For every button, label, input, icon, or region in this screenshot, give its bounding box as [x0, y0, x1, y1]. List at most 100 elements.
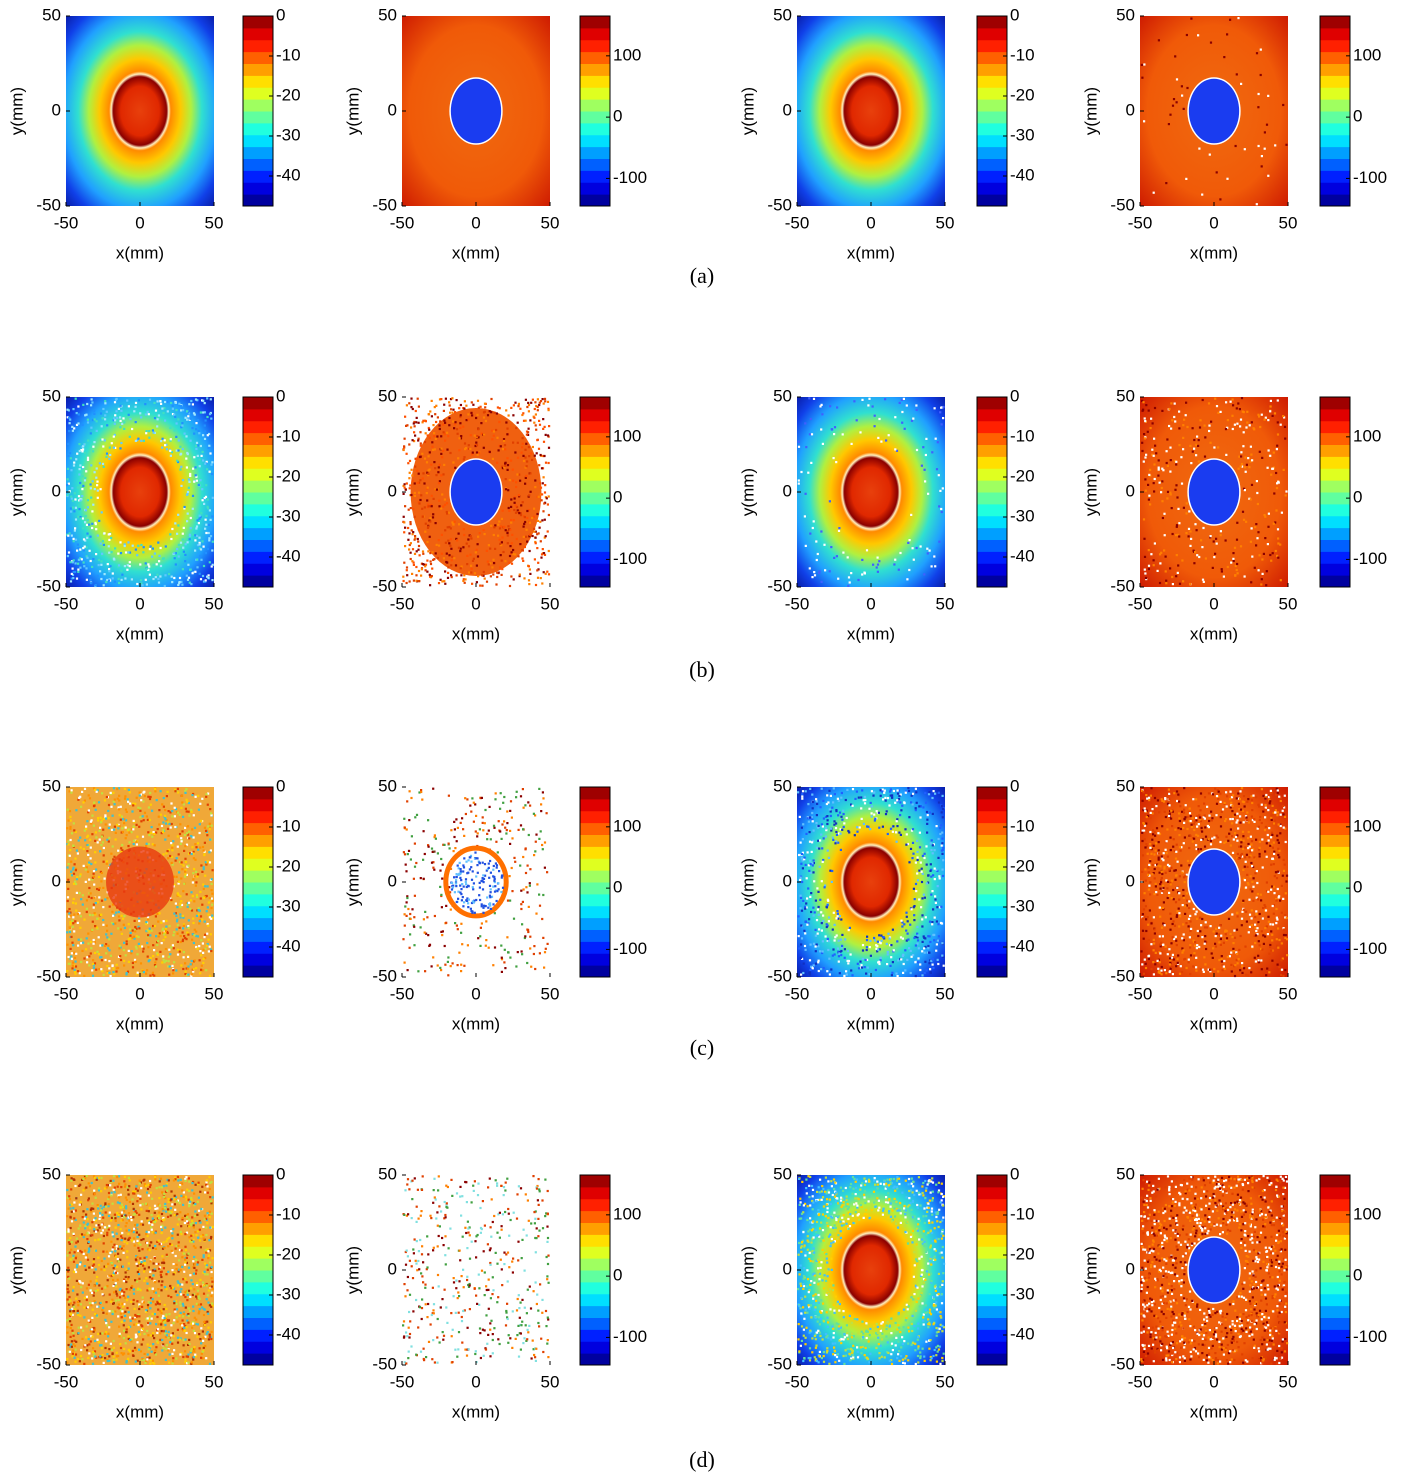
colorbar-segment	[977, 444, 1007, 457]
heatmap-pixel	[510, 498, 513, 501]
heatmap-pixel	[429, 584, 432, 587]
heatmap-pixel	[84, 521, 87, 524]
heatmap-pixel	[414, 465, 417, 468]
heatmap-pixel	[802, 971, 805, 975]
heatmap-pixel	[191, 507, 194, 510]
heatmap-pixel	[833, 426, 837, 429]
heatmap-pixel	[106, 897, 109, 900]
heatmap-pixel	[176, 940, 179, 943]
heatmap-pixel	[526, 516, 529, 520]
heatmap-pixel	[534, 814, 537, 817]
heatmap-pixel	[531, 458, 534, 461]
heatmap-pixel	[462, 828, 465, 831]
heatmap-pixel	[915, 404, 918, 407]
heatmap-pixel	[492, 434, 495, 437]
heatmap-pixel	[527, 410, 530, 413]
heatmap-pixel	[910, 794, 913, 797]
heatmap-pixel	[199, 972, 202, 975]
heatmap-pixel	[1247, 821, 1250, 824]
heatmap-pixel	[815, 798, 818, 801]
heatmap-pixel	[940, 811, 943, 814]
heatmap-pixel	[521, 413, 524, 417]
heatmap-pixel	[199, 411, 202, 414]
heatmap-pixel	[180, 452, 183, 455]
heatmap-pixel	[91, 522, 94, 525]
heatmap-pixel	[940, 849, 943, 852]
heatmap-pixel	[154, 787, 157, 791]
heatmap-pixel	[538, 419, 541, 422]
heatmap-pixel	[97, 819, 100, 822]
heatmap-pixel	[489, 904, 492, 907]
heatmap-pixel	[812, 906, 815, 909]
heatmap-pixel	[833, 923, 836, 926]
heatmap-pixel	[190, 963, 193, 966]
colorbar-segment	[1320, 480, 1350, 493]
heatmap-pixel	[1195, 454, 1198, 457]
heatmap-pixel	[1174, 420, 1177, 423]
heatmap-pixel	[162, 853, 165, 856]
heatmap-pixel	[1209, 535, 1212, 538]
heatmap-pixel	[133, 839, 136, 842]
heatmap-pixel	[1229, 798, 1232, 801]
heatmap-pixel	[809, 895, 812, 898]
heatmap-pixel	[459, 547, 462, 550]
colorbar-tick-label: -100	[613, 939, 647, 958]
heatmap-pixel	[74, 857, 77, 860]
heatmap-pixel	[1230, 561, 1233, 564]
heatmap-pixel	[454, 922, 457, 925]
heatmap-pixel	[453, 876, 456, 879]
heatmap-pixel	[178, 880, 181, 883]
heatmap-pixel	[1194, 551, 1197, 554]
heatmap-pixel	[830, 829, 833, 832]
heatmap-pixel	[202, 849, 205, 852]
heatmap-pixel	[100, 821, 103, 824]
heatmap-pixel	[818, 571, 821, 574]
heatmap-pixel	[186, 493, 189, 496]
heatmap-pixel	[91, 920, 94, 923]
heatmap-pixel	[896, 825, 899, 828]
heatmap-pixel	[89, 820, 92, 823]
heatmap-pixel	[469, 856, 472, 859]
heatmap-pixel	[462, 546, 465, 549]
heatmap-pixel	[97, 558, 101, 562]
heatmap-pixel	[1147, 409, 1150, 412]
heatmap-pixel	[151, 547, 154, 550]
x-tick-label: 0	[866, 984, 875, 1003]
heatmap-pixel	[826, 822, 829, 826]
heatmap-pixel	[175, 969, 178, 972]
heatmap-pixel	[89, 432, 92, 435]
heatmap-pixel	[829, 405, 832, 408]
heatmap-pixel	[130, 950, 133, 953]
heatmap-pixel	[543, 397, 547, 400]
x-tick-label: 0	[471, 984, 480, 1003]
heatmap-pixel	[119, 958, 123, 962]
heatmap-pixel	[518, 473, 521, 476]
heatmap-pixel	[913, 919, 916, 922]
heatmap-pixel	[881, 936, 885, 939]
heatmap-pixel	[86, 844, 89, 847]
heatmap-pixel	[108, 551, 111, 554]
x-tick-label: 50	[541, 594, 560, 613]
heatmap-pixel	[520, 907, 523, 911]
heatmap-pixel	[434, 522, 437, 525]
heatmap-pixel	[450, 547, 453, 550]
heatmap-pixel	[929, 968, 932, 971]
heatmap-pixel	[74, 562, 77, 565]
heatmap-pixel	[441, 493, 444, 496]
heatmap-pixel	[187, 411, 190, 414]
heatmap-pixel	[528, 583, 531, 586]
heatmap-pixel	[835, 833, 839, 836]
heatmap-pixel	[824, 827, 827, 830]
heatmap-pixel	[433, 435, 436, 438]
heatmap-pixel	[527, 579, 531, 582]
heatmap-pixel	[524, 466, 527, 469]
heatmap-pixel	[110, 828, 114, 831]
heatmap-pixel	[181, 568, 184, 571]
colorbar-segment	[243, 563, 273, 576]
heatmap-pixel	[161, 803, 164, 806]
heatmap-pixel	[471, 451, 474, 454]
heatmap-pixel	[86, 519, 89, 522]
heatmap-pixel	[804, 422, 807, 425]
heatmap-pixel	[1150, 417, 1153, 420]
heatmap-pixel	[543, 553, 547, 556]
